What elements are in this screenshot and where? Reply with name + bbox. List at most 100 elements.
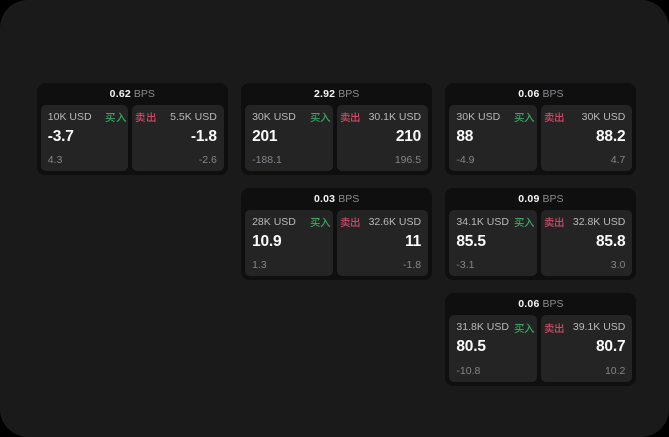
buy-size: 30K USD [252,110,296,123]
cjk-glyph-入 [320,217,331,228]
cjk-glyph-出 [555,112,564,123]
quote-card-1[interactable]: 0.62 BPS 10K USD -3.7 4.3 5.5K USD -1.8 … [36,82,228,175]
buy-badge [105,112,126,123]
cjk-glyph-卖 [340,112,350,123]
cjk-glyph-出 [555,217,564,228]
buy-delta: -4.9 [456,153,475,166]
sell-tile-top: 5.5K USD [135,111,217,124]
card-header: 0.06 BPS [445,83,636,105]
buy-delta: 4.3 [47,153,63,166]
sell-tile[interactable]: 30.1K USD 210 196.5 [336,104,429,171]
buy-tile[interactable]: 28K USD 10.9 1.3 [245,210,333,277]
buy-badge [514,323,535,334]
cjk-glyph-入 [524,323,535,333]
sell-size: 32.8K USD [572,216,626,229]
card-body: 28K USD 10.9 1.3 32.6K USD 11 -1.8 [241,210,432,280]
sell-delta: -2.6 [198,153,217,166]
sell-tile[interactable]: 30K USD 88.2 4.7 [540,104,633,171]
sell-size: 5.5K USD [170,110,217,123]
buy-badge [514,217,535,228]
buy-price: 85.5 [456,233,486,251]
buy-tile-top: 31.8K USD [456,321,535,334]
buy-price: 201 [252,127,278,145]
cjk-glyph-出 [351,112,360,123]
sell-tile-top: 30K USD [544,110,626,124]
buy-tile-top: 30K USD [252,111,331,124]
card-body: 31.8K USD 80.5 -10.8 39.1K USD 80.7 10.2 [445,315,636,385]
buy-badge [514,112,535,123]
sell-delta: 3.0 [610,259,626,272]
spread-unit: BPS [338,193,360,206]
spread-unit: BPS [542,298,564,311]
buy-price: -3.7 [47,127,74,145]
sell-tile[interactable]: 39.1K USD 80.7 10.2 [540,315,633,382]
cjk-glyph-入 [524,217,535,228]
spread-unit: BPS [542,87,564,100]
cjk-glyph-出 [146,112,156,123]
quote-card-6[interactable]: 0.06 BPS 31.8K USD 80.5 -10.8 39.1K USD … [445,293,637,386]
buy-tile-top: 34.1K USD [456,216,535,229]
sell-price: 11 [405,233,422,251]
buy-delta: -188.1 [252,153,282,166]
cjk-glyph-入 [524,112,535,122]
buy-tile-top: 10K USD [48,111,127,124]
cjk-glyph-出 [555,323,564,333]
sell-delta: -1.8 [403,259,422,272]
card-header: 0.62 BPS [37,83,228,105]
quote-card-4[interactable]: 0.03 BPS 28K USD 10.9 1.3 32.6K USD 11 -… [241,188,433,281]
cjk-glyph-卖 [340,217,350,228]
card-header: 0.09 BPS [445,188,636,210]
buy-tile[interactable]: 31.8K USD 80.5 -10.8 [449,315,537,382]
sell-tile[interactable]: 32.8K USD 85.8 3.0 [540,210,633,277]
spread-value: 0.06 [518,298,540,311]
buy-tile[interactable]: 34.1K USD 85.5 -3.1 [449,210,537,277]
quote-card-3[interactable]: 0.06 BPS 30K USD 88 -4.9 30K USD 88.2 4.… [445,82,637,175]
buy-tile-top: 30K USD [456,111,535,124]
buy-badge [310,112,331,123]
sell-price: 88.2 [596,127,626,145]
sell-price: 210 [395,127,422,145]
quote-card-2[interactable]: 2.92 BPS 30K USD 201 -188.1 30.1K USD 21… [241,82,433,175]
cjk-glyph-入 [116,112,126,122]
buy-tile[interactable]: 30K USD 88 -4.9 [449,104,537,171]
sell-tile-top: 30.1K USD [340,111,421,124]
sell-tile[interactable]: 32.6K USD 11 -1.8 [336,210,429,277]
sell-delta: 196.5 [394,153,422,166]
spread-value: 0.09 [518,193,540,206]
card-header: 0.03 BPS [241,188,432,210]
sell-badge [340,217,361,228]
buy-tile[interactable]: 10K USD -3.7 4.3 [40,104,129,171]
sell-badge [135,112,156,123]
buy-price: 88 [456,127,474,145]
sell-delta: 10.2 [604,364,626,377]
buy-size: 30K USD [456,110,501,123]
quote-card-5[interactable]: 0.09 BPS 34.1K USD 85.5 -3.1 32.8K USD 8… [445,188,637,281]
cjk-glyph-出 [351,217,360,228]
sell-tile[interactable]: 5.5K USD -1.8 -2.6 [132,104,224,171]
card-body: 30K USD 88 -4.9 30K USD 88.2 4.7 [445,104,636,175]
cjk-glyph-卖 [544,323,554,333]
buy-size: 34.1K USD [456,216,509,229]
buy-size: 28K USD [252,216,296,229]
sell-delta: 4.7 [610,153,626,166]
card-body: 34.1K USD 85.5 -3.1 32.8K USD 85.8 3.0 [445,210,636,280]
quote-grid: 0.62 BPS 10K USD -3.7 4.3 5.5K USD -1.8 … [36,82,637,386]
cjk-glyph-卖 [135,112,146,123]
buy-price: 10.9 [252,233,282,251]
buy-delta: -10.8 [456,364,481,377]
sell-price: -1.8 [190,127,217,145]
cjk-glyph-买 [310,218,320,228]
sell-size: 30K USD [581,110,626,123]
sell-price: 80.7 [596,338,626,356]
cjk-glyph-卖 [544,112,554,123]
cjk-glyph-卖 [544,217,554,228]
cjk-glyph-买 [514,323,524,333]
buy-badge [310,217,331,228]
sell-price: 85.8 [596,233,626,251]
card-header: 0.06 BPS [445,293,636,315]
buy-tile[interactable]: 30K USD 201 -188.1 [245,104,333,171]
buy-size: 31.8K USD [456,321,509,334]
buy-size: 10K USD [47,110,92,123]
cjk-glyph-买 [310,112,320,123]
